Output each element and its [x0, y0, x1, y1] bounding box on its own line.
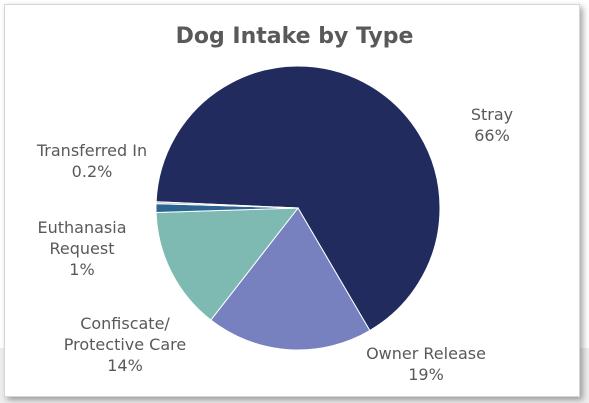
- slice-value: 66%: [474, 126, 510, 145]
- data-label: Stray 66%: [471, 105, 513, 145]
- slice-label: Transferred In: [36, 141, 147, 160]
- slice-value: 1%: [69, 260, 94, 279]
- pie-slice-transferred-in: [155, 201, 299, 209]
- chart-title: Dog Intake by Type: [175, 24, 414, 49]
- data-label: Confiscate/Protective Care 14%: [64, 314, 186, 375]
- slice-value: 14%: [107, 356, 143, 375]
- slice-label: Owner Release: [366, 344, 486, 363]
- data-label: Owner Release 19%: [366, 344, 486, 384]
- slice-value: 0.2%: [72, 162, 113, 181]
- slice-value: 19%: [408, 365, 444, 384]
- slice-label: Protective Care: [64, 335, 186, 354]
- slice-label: Stray: [471, 105, 513, 124]
- slice-label: Euthanasia: [38, 218, 127, 237]
- data-label: Transferred In 0.2%: [36, 141, 147, 181]
- slice-label: Confiscate/: [80, 314, 170, 333]
- pie-slice-stray: [155, 65, 441, 332]
- slice-label: Request: [50, 239, 115, 258]
- pie-slice-owner-release: [210, 207, 371, 351]
- pie-slice-confiscate-protective-care: [155, 207, 300, 321]
- data-label: Euthanasia Request 1%: [38, 218, 127, 279]
